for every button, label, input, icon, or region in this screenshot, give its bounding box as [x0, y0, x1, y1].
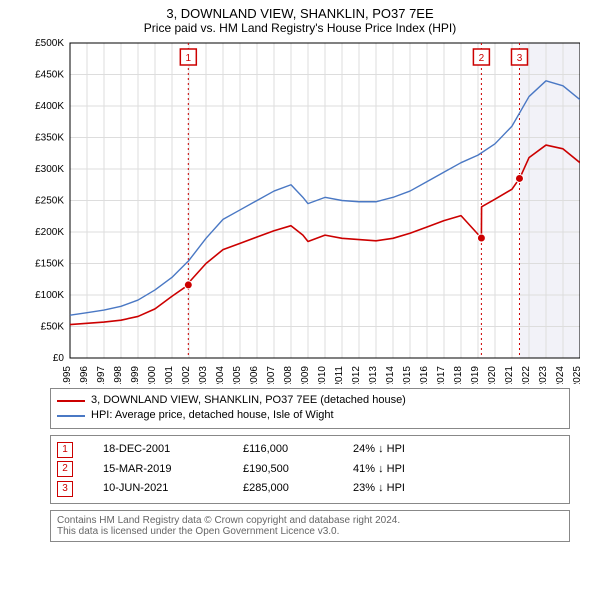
svg-text:2012: 2012 [351, 366, 362, 384]
svg-text:2018: 2018 [453, 366, 464, 384]
svg-text:2010: 2010 [317, 366, 328, 384]
sale-pct-3: 23% ↓ HPI [353, 479, 453, 499]
legend-label-hpi: HPI: Average price, detached house, Isle… [91, 408, 334, 423]
sales-table: 1 18-DEC-2001 £116,000 24% ↓ HPI 2 15-MA… [50, 435, 570, 504]
table-row: 1 18-DEC-2001 £116,000 24% ↓ HPI [57, 440, 563, 460]
footer-line-1: Contains HM Land Registry data © Crown c… [57, 515, 563, 526]
sale-price-3: £285,000 [243, 479, 323, 499]
footer-line-2: This data is licensed under the Open Gov… [57, 526, 563, 537]
svg-text:£150K: £150K [35, 259, 64, 270]
svg-text:£450K: £450K [35, 70, 64, 81]
legend-swatch-hpi [57, 415, 85, 417]
svg-text:1996: 1996 [79, 366, 90, 384]
sale-date-3: 10-JUN-2021 [103, 479, 213, 499]
sale-price-2: £190,500 [243, 460, 323, 480]
svg-text:1998: 1998 [113, 366, 124, 384]
svg-text:£250K: £250K [35, 196, 64, 207]
svg-text:£500K: £500K [35, 39, 64, 49]
svg-text:1: 1 [186, 53, 192, 64]
svg-text:1997: 1997 [96, 366, 107, 384]
svg-text:2003: 2003 [198, 366, 209, 384]
table-row: 2 15-MAR-2019 £190,500 41% ↓ HPI [57, 460, 563, 480]
legend: 3, DOWNLAND VIEW, SHANKLIN, PO37 7EE (de… [50, 388, 570, 429]
sale-pct-2: 41% ↓ HPI [353, 460, 453, 480]
sale-marker-badge-2: 2 [57, 461, 73, 477]
svg-text:2001: 2001 [164, 366, 175, 384]
legend-swatch-property [57, 400, 85, 402]
svg-text:2023: 2023 [538, 366, 549, 384]
footer: Contains HM Land Registry data © Crown c… [50, 510, 570, 542]
svg-text:2024: 2024 [555, 366, 566, 384]
svg-text:£400K: £400K [35, 101, 64, 112]
sale-date-2: 15-MAR-2019 [103, 460, 213, 480]
svg-text:2007: 2007 [266, 366, 277, 384]
price-vs-hpi-chart: £0 £50K £100K £150K £200K £250K £300K £350K £400… [20, 39, 580, 384]
page-subtitle: Price paid vs. HM Land Registry's House … [0, 21, 600, 39]
svg-text:£100K: £100K [35, 290, 64, 301]
svg-text:2013: 2013 [368, 366, 379, 384]
svg-text:1999: 1999 [130, 366, 141, 384]
table-row: 3 10-JUN-2021 £285,000 23% ↓ HPI [57, 479, 563, 499]
svg-text:2006: 2006 [249, 366, 260, 384]
sale-date-1: 18-DEC-2001 [103, 440, 213, 460]
svg-text:2025: 2025 [572, 366, 580, 384]
svg-text:2011: 2011 [334, 366, 345, 384]
svg-text:2009: 2009 [300, 366, 311, 384]
svg-text:2014: 2014 [385, 366, 396, 384]
svg-text:2017: 2017 [436, 366, 447, 384]
svg-text:£300K: £300K [35, 164, 64, 175]
svg-text:2019: 2019 [470, 366, 481, 384]
sale-marker-badge-1: 1 [57, 442, 73, 458]
legend-row-property: 3, DOWNLAND VIEW, SHANKLIN, PO37 7EE (de… [57, 393, 563, 408]
svg-text:2004: 2004 [215, 366, 226, 384]
svg-text:£200K: £200K [35, 227, 64, 238]
page-title: 3, DOWNLAND VIEW, SHANKLIN, PO37 7EE [0, 0, 600, 21]
svg-text:2016: 2016 [419, 366, 430, 384]
sale-marker-num-1: 1 [62, 441, 68, 459]
sale-marker-badge-3: 3 [57, 481, 73, 497]
svg-text:£0: £0 [53, 353, 65, 364]
svg-text:2: 2 [479, 53, 485, 64]
legend-row-hpi: HPI: Average price, detached house, Isle… [57, 408, 563, 423]
svg-text:2000: 2000 [147, 366, 158, 384]
svg-text:2015: 2015 [402, 366, 413, 384]
legend-label-property: 3, DOWNLAND VIEW, SHANKLIN, PO37 7EE (de… [91, 393, 406, 408]
svg-text:2008: 2008 [283, 366, 294, 384]
svg-text:1995: 1995 [62, 366, 73, 384]
svg-text:3: 3 [517, 53, 523, 64]
svg-text:2021: 2021 [504, 366, 515, 384]
svg-text:2022: 2022 [521, 366, 532, 384]
svg-text:2020: 2020 [487, 366, 498, 384]
svg-text:2005: 2005 [232, 366, 243, 384]
svg-text:£350K: £350K [35, 133, 64, 144]
svg-text:£50K: £50K [41, 322, 65, 333]
svg-text:2002: 2002 [181, 366, 192, 384]
sale-marker-num-2: 2 [62, 460, 68, 478]
sale-marker-num-3: 3 [62, 480, 68, 498]
sale-pct-1: 24% ↓ HPI [353, 440, 453, 460]
sale-price-1: £116,000 [243, 440, 323, 460]
